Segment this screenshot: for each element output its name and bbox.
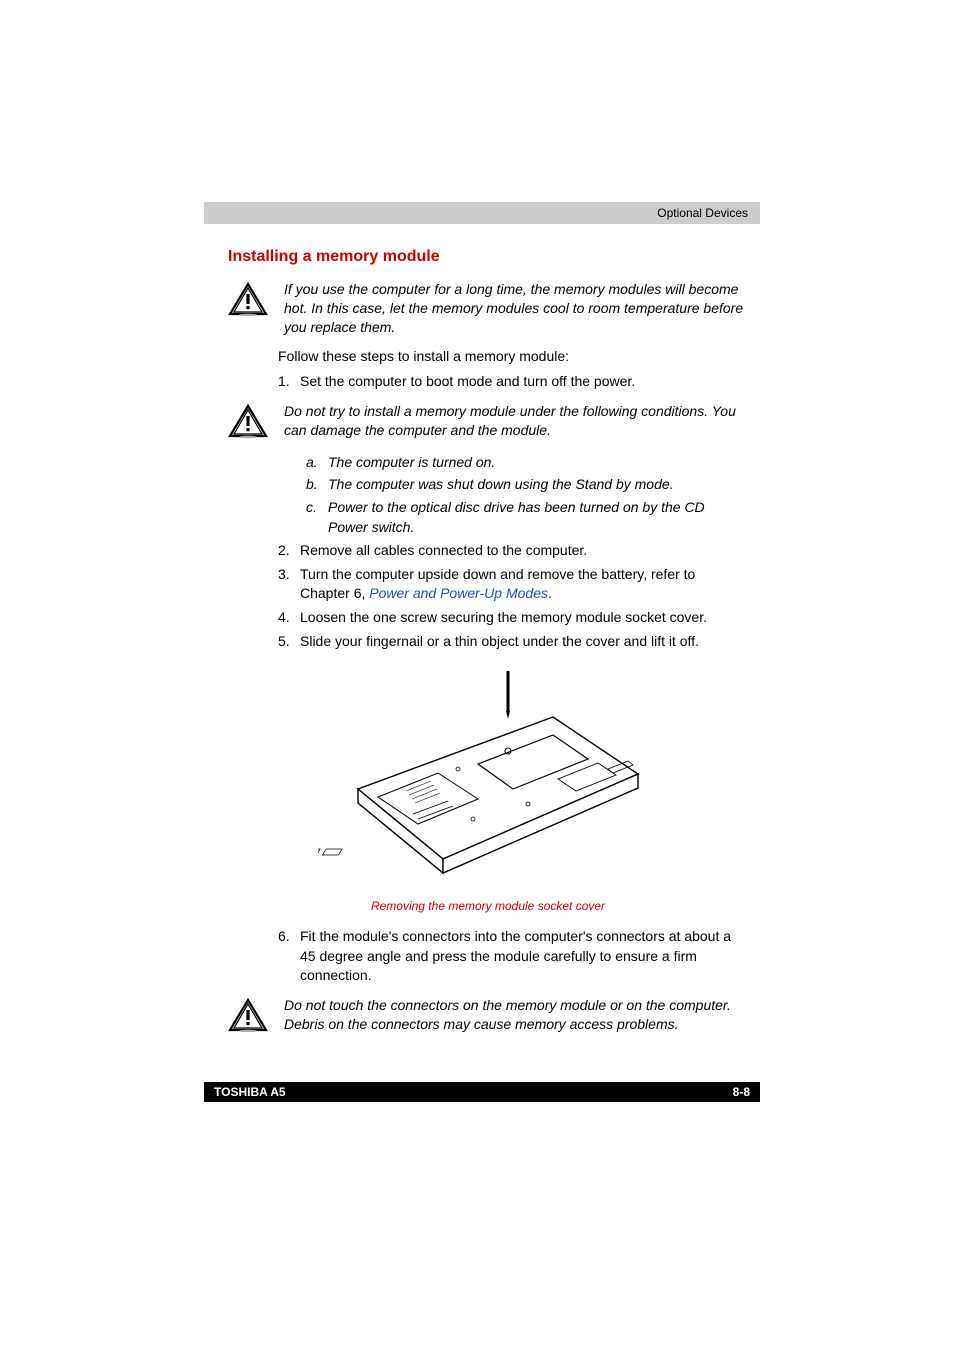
step-3: 3. Turn the computer upside down and rem… — [278, 565, 748, 604]
caution-text-1: If you use the computer for a long time,… — [284, 280, 748, 337]
step-1: 1. Set the computer to boot mode and tur… — [278, 372, 748, 392]
caution-block-1: If you use the computer for a long time,… — [228, 280, 748, 337]
caution-text-3: Do not touch the connectors on the memor… — [284, 996, 748, 1034]
power-modes-link[interactable]: Power and Power-Up Modes — [369, 585, 548, 601]
sub-a-num: a. — [306, 453, 328, 473]
caution-icon — [228, 282, 272, 321]
step-2: 2. Remove all cables connected to the co… — [278, 541, 748, 561]
sub-c-num: c. — [306, 498, 328, 537]
step-4: 4. Loosen the one screw securing the mem… — [278, 608, 748, 628]
sub-a: a. The computer is turned on. — [306, 453, 748, 473]
step-list-main: 2. Remove all cables connected to the co… — [278, 541, 748, 651]
step-6: 6. Fit the module's connectors into the … — [278, 927, 748, 986]
step-6-text: Fit the module's connectors into the com… — [300, 927, 748, 986]
sub-b-text: The computer was shut down using the Sta… — [328, 475, 748, 495]
caution-icon — [228, 404, 272, 443]
step-3-after: . — [548, 585, 552, 601]
caution-text-2: Do not try to install a memory module un… — [284, 402, 748, 440]
footer-left: TOSHIBA A5 — [214, 1085, 286, 1099]
page: Optional Devices Installing a memory mod… — [0, 0, 954, 1350]
caution-icon — [228, 998, 272, 1037]
step-list-top: 1. Set the computer to boot mode and tur… — [278, 372, 748, 392]
header-section-label: Optional Devices — [657, 206, 748, 220]
figure-caption: Removing the memory module socket cover — [228, 899, 748, 913]
step-2-text: Remove all cables connected to the compu… — [300, 541, 748, 561]
sub-b: b. The computer was shut down using the … — [306, 475, 748, 495]
step-4-num: 4. — [278, 608, 300, 628]
caution-block-2: Do not try to install a memory module un… — [228, 402, 748, 443]
step-1-text: Set the computer to boot mode and turn o… — [300, 372, 748, 392]
step-3-num: 3. — [278, 565, 300, 604]
sub-c-text: Power to the optical disc drive has been… — [328, 498, 748, 537]
step-5: 5. Slide your fingernail or a thin objec… — [278, 632, 748, 652]
step-5-text: Slide your fingernail or a thin object u… — [300, 632, 748, 652]
sub-list: a. The computer is turned on. b. The com… — [306, 453, 748, 537]
step-list-after-figure: 6. Fit the module's connectors into the … — [278, 927, 748, 986]
section-title: Installing a memory module — [228, 248, 748, 266]
step-4-text: Loosen the one screw securing the memory… — [300, 608, 748, 628]
sub-a-text: The computer is turned on. — [328, 453, 748, 473]
step-5-num: 5. — [278, 632, 300, 652]
step-1-num: 1. — [278, 372, 300, 392]
step-6-num: 6. — [278, 927, 300, 986]
intro-text: Follow these steps to install a memory m… — [278, 347, 748, 367]
footer-bar: TOSHIBA A5 8-8 — [204, 1082, 760, 1102]
caution-block-3: Do not touch the connectors on the memor… — [228, 996, 748, 1037]
step-3-text: Turn the computer upside down and remove… — [300, 565, 748, 604]
footer-right: 8-8 — [733, 1085, 750, 1099]
sub-c: c. Power to the optical disc drive has b… — [306, 498, 748, 537]
laptop-diagram — [318, 669, 658, 889]
header-bar: Optional Devices — [204, 202, 760, 224]
sub-b-num: b. — [306, 475, 328, 495]
step-2-num: 2. — [278, 541, 300, 561]
content-area: Installing a memory module If you use th… — [228, 248, 748, 1047]
